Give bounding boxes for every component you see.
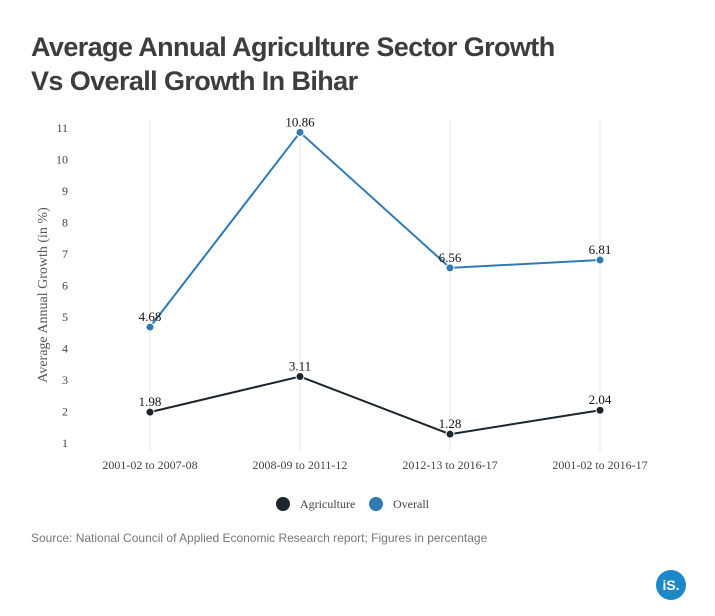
agriculture-data-label: 1.28 [439,416,462,431]
y-tick-label: 9 [62,184,68,198]
y-tick-label: 8 [62,216,68,230]
y-axis: 1 2 3 4 5 6 7 8 9 10 11 [56,121,68,450]
agriculture-point[interactable] [295,372,305,382]
overall-point[interactable] [445,263,455,273]
brand-logo: iS. [656,570,686,600]
x-tick-label: 2008-09 to 2011-12 [253,458,348,472]
series-agriculture: 1.98 3.11 1.28 2.04 [139,359,612,439]
y-tick-label: 10 [56,153,68,167]
y-tick-label: 11 [56,121,68,135]
y-tick-label: 6 [62,279,68,293]
y-axis-label: Average Annual Growth (in %) [36,207,51,383]
agriculture-data-label: 3.11 [289,359,311,374]
overall-data-label: 6.81 [589,242,612,257]
overall-point[interactable] [295,127,305,137]
legend-item-agriculture[interactable]: Agriculture [276,497,355,511]
overall-point[interactable] [145,322,155,332]
legend-label: Agriculture [300,497,355,511]
x-axis: 2001-02 to 2007-08 2008-09 to 2011-12 2012… [102,458,647,472]
x-tick-label: 2012-13 to 2016-17 [402,458,497,472]
agriculture-data-label: 2.04 [589,392,612,407]
chart-series: 1.98 3.11 1.28 2.04 4.68 10.86 6.56 6.81 [139,114,612,439]
agriculture-data-label: 1.98 [139,394,162,409]
overall-data-label: 6.56 [439,250,462,265]
legend-item-overall[interactable]: Overall [369,497,430,511]
overall-data-label: 10.86 [285,114,315,129]
chart-title: Average Annual Agriculture Sector Growth… [31,30,651,98]
legend-swatch [369,497,383,511]
chart-title-line-2: Vs Overall Growth In Bihar [31,66,358,96]
overall-line [149,130,601,328]
y-tick-label: 5 [62,310,68,324]
x-tick-label: 2001-02 to 2016-17 [552,458,647,472]
series-overall: 4.68 10.86 6.56 6.81 [139,114,612,332]
agriculture-point[interactable] [445,429,455,439]
agriculture-point[interactable] [145,407,155,417]
source-note: Source: National Council of Applied Econ… [31,531,488,545]
y-tick-label: 1 [62,436,68,450]
chart-title-line-1: Average Annual Agriculture Sector Growth [31,32,555,62]
y-tick-label: 4 [62,342,68,356]
agriculture-point[interactable] [595,405,605,415]
y-tick-label: 3 [62,373,68,387]
y-tick-label: 7 [62,247,68,261]
legend-label: Overall [393,497,430,511]
chart-grid [149,120,601,451]
chart-legend: Agriculture Overall [276,497,430,511]
x-tick-label: 2001-02 to 2007-08 [102,458,197,472]
agriculture-line [149,375,601,436]
overall-point[interactable] [595,255,605,265]
y-tick-label: 2 [62,405,68,419]
legend-swatch [276,497,290,511]
overall-data-label: 4.68 [139,309,162,324]
